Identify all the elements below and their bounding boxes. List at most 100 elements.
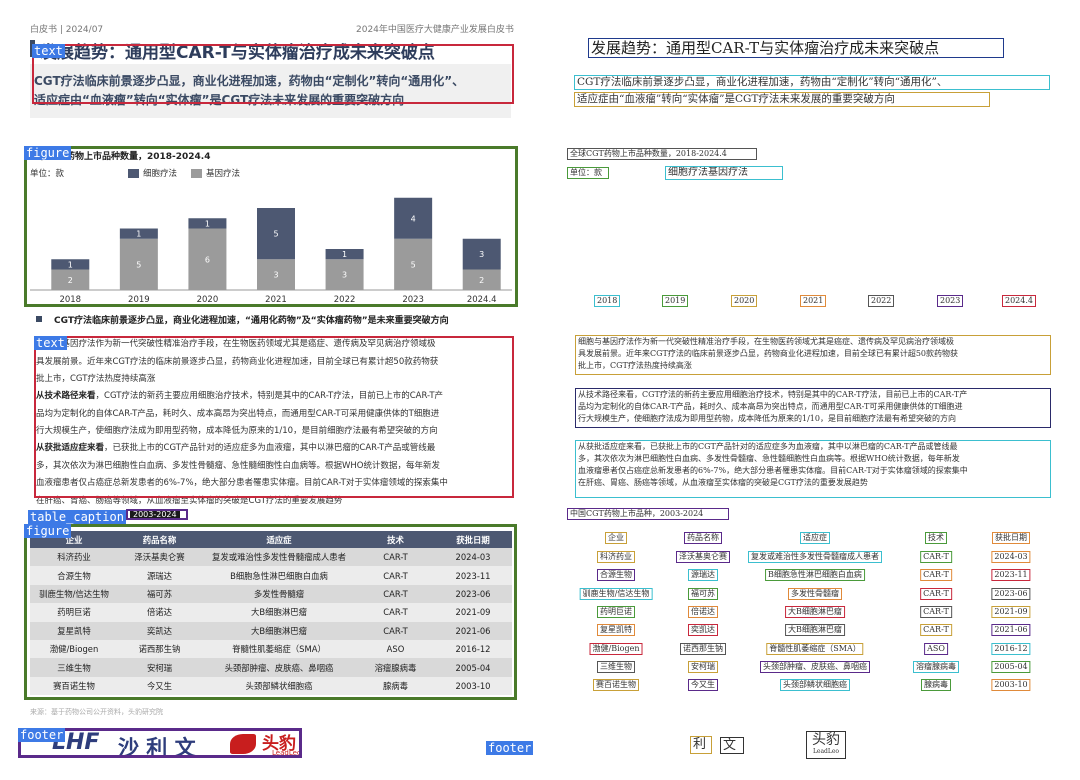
table-cell: 腺病毒 bbox=[357, 676, 434, 696]
extract-table-cell: 复发或难治性多发性骨髓瘤成人患者 bbox=[748, 551, 882, 563]
table-cell: 2021-09 bbox=[434, 603, 512, 622]
extract-table-cell: 技术 bbox=[925, 532, 947, 544]
extract-legend-gene: 基因疗法 bbox=[708, 167, 748, 178]
legend-label-cell: 细胞疗法 bbox=[143, 169, 178, 179]
bar-value-label: 5 bbox=[136, 260, 141, 269]
annotation-tag-text-2: text bbox=[34, 336, 67, 350]
extract-p3-line: 多，其次依次为淋巴细胞性白血病、多发性骨髓瘤、急性髓细胞性白血病等。根据WHO统… bbox=[578, 454, 960, 463]
bar-segment-cell bbox=[462, 238, 501, 270]
table-cell: 大B细胞淋巴瘤 bbox=[201, 621, 357, 640]
table-cell: CAR-T bbox=[357, 566, 434, 585]
extract-unit: 单位：款 bbox=[567, 167, 609, 179]
extract-table-cell: 驯鹿生物/信达生物 bbox=[579, 587, 653, 600]
annotation-tag-footer-2: footer bbox=[486, 741, 534, 755]
table-cell: 合源生物 bbox=[30, 566, 118, 585]
extract-table-cell: CAR-T bbox=[920, 605, 952, 618]
extract-p3-lead: 从获批适应症来看 bbox=[578, 442, 642, 451]
extract-year-tag: 2021 bbox=[800, 295, 827, 307]
table-cell: 头颈部鳞状细胞癌 bbox=[201, 676, 357, 696]
legend-label-gene: 基因疗法 bbox=[206, 169, 241, 179]
table-cell: 倍诺达 bbox=[118, 603, 201, 622]
chart-unit-label: 单位：款 bbox=[30, 169, 65, 179]
extract-table-cell: 适应症 bbox=[800, 532, 830, 544]
paragraph-3-line: ，已获批上市的CGT产品针对的适应症多为血液瘤，其中以淋巴瘤的CAR-T产品或管… bbox=[104, 443, 436, 453]
bar-value-label: 5 bbox=[273, 230, 278, 239]
paragraph-1-line: 细胞与基因疗法作为新一代突破性精准治疗手段，在生物医药领域尤其是癌症、遗传病及罕… bbox=[36, 339, 436, 349]
bar-segment-gene bbox=[325, 259, 364, 290]
table-header-cell: 适应症 bbox=[201, 531, 357, 548]
summary-line-1: CGT疗法临床前景逐步凸显，商业化进程加速，药物由“定制化”转向“通用化”、 bbox=[34, 74, 465, 88]
extract-table-cell: 2021-09 bbox=[991, 605, 1031, 618]
extract-table-cell: 2021-06 bbox=[991, 624, 1031, 637]
extract-summary-2: 适应症由“血液瘤”转向“实体瘤”是CGT疗法未来发展的重要突破方向 bbox=[574, 92, 990, 107]
extract-table-cell: 源瑞达 bbox=[688, 569, 718, 582]
extract-p2-line: 品均为定制化的自体CAR-T产品，耗时久、成本高昂为突出特点，而通用型CAR-T… bbox=[578, 402, 963, 411]
extract-table-cell: 头颈部鳞状细胞癌 bbox=[780, 679, 850, 692]
table-row: 渤健/Biogen 诺西那生钠 脊髓性肌萎缩症（SMA） ASO 2016-12 bbox=[30, 639, 512, 659]
table-cell: 奕凯达 bbox=[118, 621, 201, 640]
table-cell: 诺西那生钠 bbox=[118, 639, 201, 659]
table-cell: CAR-T bbox=[357, 603, 434, 622]
bar-value-label: 2 bbox=[68, 276, 73, 285]
extract-footer-leadleo: 头豹 LeadLeo bbox=[806, 731, 846, 759]
table-cell: 泽沃基奥仑赛 bbox=[118, 548, 201, 567]
summary-box: CGT疗法临床前景逐步凸显，商业化进程加速，药物由“定制化”转向“通用化”、 适… bbox=[30, 64, 511, 118]
x-tick-label: 2024.4 bbox=[467, 295, 497, 305]
table-cell: 2023-06 bbox=[434, 584, 512, 604]
extract-p2-lead: 从技术路径来看 bbox=[578, 390, 634, 399]
paragraph-2-line: ，CGT疗法的新药主要应用细胞治疗技术，特别是其中的CAR-T疗法，目前已上市的… bbox=[95, 391, 444, 401]
bar-value-label: 3 bbox=[342, 271, 347, 280]
extract-table-cell: 科济药业 bbox=[597, 551, 635, 563]
annotation-tag-text: text bbox=[32, 44, 65, 58]
extract-table-cell: CAR-T bbox=[920, 624, 952, 637]
extract-table-cell: 2023-11 bbox=[991, 569, 1031, 582]
bar-value-label: 1 bbox=[68, 260, 73, 269]
table-row: 驯鹿生物/信达生物 福可苏 多发性骨髓瘤 CAR-T 2023-06 bbox=[30, 584, 512, 604]
extract-title: 发展趋势：通用型CAR-T与实体瘤治疗成未来突破点 bbox=[588, 38, 1004, 58]
extract-table-cell: 2023-06 bbox=[991, 587, 1031, 600]
paragraph-3-line: 多，其次依次为淋巴细胞性白血病、多发性骨髓瘤、急性髓细胞性白血病等。根据WHO统… bbox=[36, 460, 440, 471]
table-cell: 溶瘤腺病毒 bbox=[357, 658, 434, 677]
extract-table-cell: 今又生 bbox=[688, 679, 718, 692]
leadleo-logo: 头豹 bbox=[262, 734, 296, 754]
table-cell: 大B细胞淋巴瘤 bbox=[201, 603, 357, 622]
extract-table-cell: 企业 bbox=[605, 532, 627, 544]
x-tick-label: 2021 bbox=[265, 295, 287, 305]
chart-title: 全球CGT药物上市品种数量，2018-2024.4 bbox=[28, 152, 211, 162]
extract-table-cell: 大B细胞淋巴瘤 bbox=[785, 605, 845, 618]
extract-table-cell: 头颈部肿瘤、皮肤癌、鼻咽癌 bbox=[760, 660, 870, 673]
table-cell: 赛百诺生物 bbox=[30, 676, 118, 696]
annotation-box-text-2 bbox=[34, 336, 514, 498]
extract-p2-line: ，CGT疗法的新药主要应用细胞治疗技术，特别是其中的CAR-T疗法，目前已上市的… bbox=[634, 390, 968, 399]
bar-segment-gene bbox=[51, 269, 90, 290]
extract-table-cell: 渤健/Biogen bbox=[589, 642, 643, 655]
bar-value-label: 3 bbox=[479, 250, 484, 259]
extract-table-cell: 2016-12 bbox=[991, 642, 1031, 655]
x-tick-label: 2022 bbox=[334, 295, 356, 305]
table-cell: 源瑞达 bbox=[118, 566, 201, 585]
legend-swatch-gene bbox=[191, 168, 203, 178]
extract-table-cell: 合源生物 bbox=[597, 569, 635, 582]
annotation-box-footer bbox=[18, 728, 302, 758]
bar-segment-gene bbox=[394, 238, 433, 290]
leadleo-mark-icon bbox=[230, 734, 256, 754]
table-cell: 药明巨诺 bbox=[30, 603, 118, 622]
table-cell: ASO bbox=[357, 639, 434, 659]
header-right: 2024年中国医疗大健康产业发展白皮书 bbox=[356, 25, 514, 35]
bar-segment-gene bbox=[462, 269, 501, 290]
x-tick-label: 2019 bbox=[128, 295, 150, 305]
extract-table-cell: 泽沃基奥仑赛 bbox=[676, 551, 730, 563]
table-caption-visible: 2003-2024 bbox=[130, 510, 180, 520]
table-cell: CAR-T bbox=[357, 548, 434, 567]
extract-table-cell: 2003-10 bbox=[991, 679, 1031, 692]
table-cell: 2016-12 bbox=[434, 639, 512, 659]
paragraph-1-line: 具发展前景。近年来CGT疗法的临床前景逐步凸显，药物商业化进程加速，目前全球已有… bbox=[36, 356, 439, 367]
paragraph-2-line: 品均为定制化的自体CAR-T产品，耗时久、成本高昂为突出特点，而通用型CAR-T… bbox=[36, 408, 440, 419]
extract-p1-line: 细胞与基因疗法作为新一代突破性精准治疗手段，在生物医药领域尤其是癌症、遗传病及罕… bbox=[578, 337, 954, 346]
bar-value-label: 1 bbox=[342, 250, 347, 259]
table-header-cell: 技术 bbox=[357, 531, 434, 548]
table-cell: 2024-03 bbox=[434, 548, 512, 567]
table-cell: 脊髓性肌萎缩症（SMA） bbox=[201, 639, 357, 659]
extract-year-tag: 2019 bbox=[662, 295, 689, 307]
extract-p3-line: 血液瘤患者仅占癌症总新发患者的6%-7%，绝大部分患者罹患实体瘤。目前CAR-T… bbox=[578, 466, 968, 475]
